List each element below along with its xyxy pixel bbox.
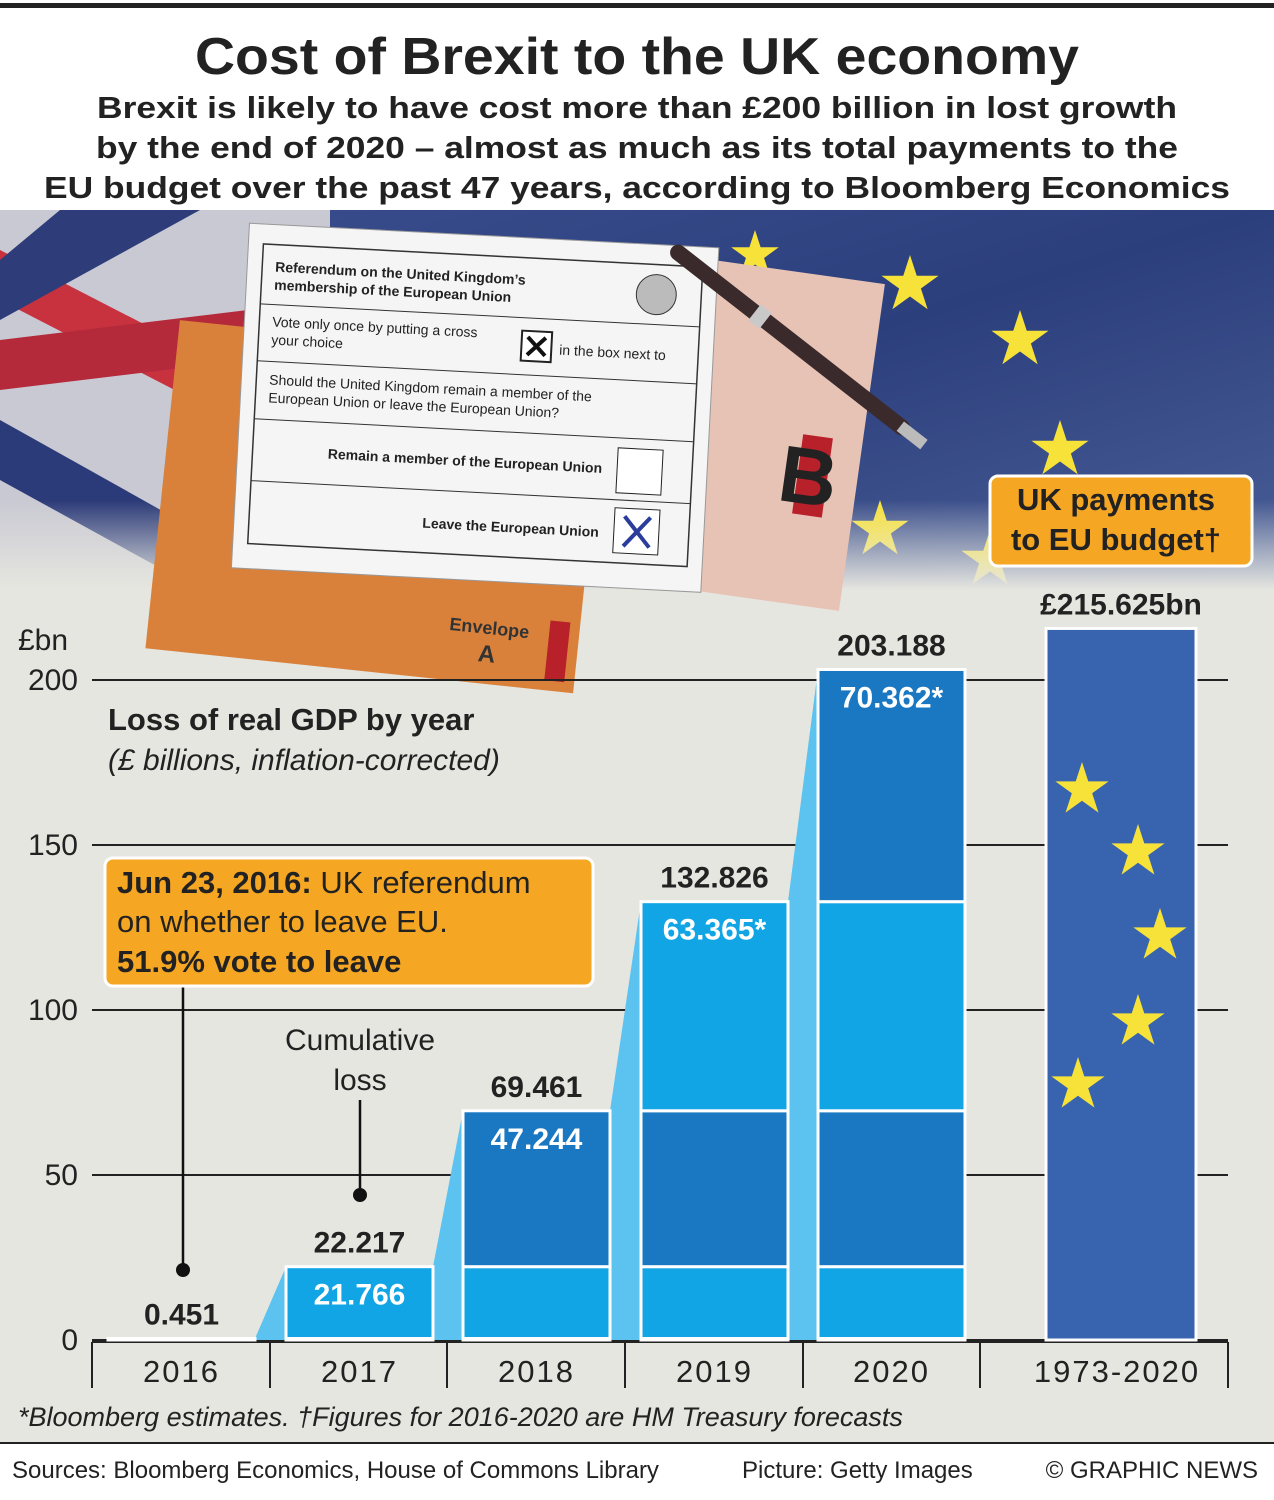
ballot-paper (230, 222, 720, 593)
referendum-text: UK referendum (312, 865, 531, 900)
cumulative-wedge (255, 1266, 286, 1340)
referendum-box (103, 856, 595, 988)
y-tick-label: 150 (28, 829, 78, 862)
pen-band (748, 304, 772, 329)
subtitle: by the end of 2020 – almost as much as i… (96, 130, 1178, 165)
flag-stripe (0, 210, 200, 320)
cumulative-label: Cumulative (285, 1024, 435, 1057)
bar-segment (816, 1265, 967, 1341)
footnote: *Bloomberg estimates. †Figures for 2016-… (18, 1402, 903, 1432)
x-tick-label: 2017 (321, 1354, 398, 1389)
segment-label: 21.766 (314, 1279, 406, 1312)
ballot-text: in the box next to (559, 342, 667, 364)
segment-label: 70.362* (840, 681, 944, 714)
ballot-box (615, 447, 664, 496)
leader-dot (176, 1263, 190, 1277)
bar-segment (639, 1109, 790, 1269)
y-tick-label: 200 (28, 664, 78, 697)
ballot-cross (621, 515, 653, 549)
top-rule (0, 3, 1274, 8)
payments-title: UK payments (1017, 482, 1215, 517)
bar-segment (461, 1109, 612, 1269)
envelope-text: A (477, 640, 497, 669)
segment-label: 47.244 (491, 1123, 583, 1156)
ballot-cross (525, 335, 548, 358)
y-tick-label: 100 (28, 994, 78, 1027)
payments-bar (1044, 626, 1198, 1342)
payments-title: to EU budget† (1011, 522, 1221, 557)
envelope-stripe (544, 620, 571, 683)
y-tick-label: 0 (61, 1324, 78, 1357)
referendum-text: on whether to leave EU. (117, 904, 448, 939)
subtitle: Brexit is likely to have cost more than … (97, 90, 1177, 125)
bar-segment (639, 1265, 790, 1341)
y-tick-label: 50 (45, 1159, 78, 1192)
total-label: 132.826 (660, 862, 768, 895)
pen (670, 244, 910, 436)
sources: Sources: Bloomberg Economics, House of C… (12, 1457, 659, 1484)
x-tick-label: 1973-2020 (1034, 1354, 1200, 1389)
bar-segment (106, 1337, 257, 1342)
subtitle: EU budget over the past 47 years, accord… (44, 170, 1230, 205)
envelope-letter: B (773, 428, 843, 524)
bars: 2016 0.451 2017 22.217 21.766 2018 69.461 47.24… (106, 588, 1202, 1389)
x-tick-label: 2020 (853, 1354, 930, 1389)
bar-segment (461, 1265, 612, 1341)
cumulative-label: loss (333, 1064, 386, 1097)
footer (0, 1442, 1274, 1500)
cumulative-wedge (788, 669, 818, 1340)
cumulative-wedge (610, 901, 641, 1340)
bar-segment (284, 1265, 435, 1341)
bar-segment (816, 667, 967, 904)
bar-segment (816, 900, 967, 1113)
pen-tip (896, 421, 928, 450)
credit: © GRAPHIC NEWS (1046, 1457, 1258, 1484)
payments-box (988, 474, 1254, 568)
bar-segment (816, 1109, 967, 1269)
referendum-date: Jun 23, 2016: (117, 865, 312, 900)
x-tick-label: 2018 (498, 1354, 575, 1389)
ballot-rule (257, 360, 697, 385)
title: Cost of Brexit to the UK economy (195, 28, 1079, 86)
leader-dot (353, 1188, 367, 1202)
unit-label: £bn (18, 624, 68, 657)
chart-subtitle: (£ billions, inflation-corrected) (108, 744, 500, 777)
chart-title: Loss of real GDP by year (108, 702, 474, 737)
ballot-text: your choice (271, 332, 344, 352)
picture-credit: Picture: Getty Images (742, 1457, 973, 1484)
x-tick-label: 2019 (676, 1354, 753, 1389)
total-label: 0.451 (144, 1299, 219, 1332)
x-tick-label: 2016 (143, 1354, 220, 1389)
segment-label: 63.365* (663, 914, 767, 947)
ballot-frame (246, 243, 704, 568)
total-label: 22.217 (314, 1227, 406, 1260)
ballot-rule (260, 303, 700, 328)
total-label: 203.188 (837, 629, 945, 662)
annotations: Jun 23, 2016: UK referendum on whether t… (103, 856, 595, 1277)
envelope-stripe (792, 434, 833, 518)
ballot-rule (254, 418, 694, 443)
ballot-rule (250, 480, 691, 505)
referendum-result: 51.9% vote to leave (117, 944, 401, 979)
bar-segment (639, 900, 790, 1113)
payments-label: £215.625bn (1040, 588, 1202, 621)
cumulative-wedge (433, 1110, 463, 1340)
referendum-text: Jun 23, 2016: UK referendum (117, 865, 531, 900)
total-label: 69.461 (491, 1071, 583, 1104)
ballot-seal (635, 274, 677, 316)
